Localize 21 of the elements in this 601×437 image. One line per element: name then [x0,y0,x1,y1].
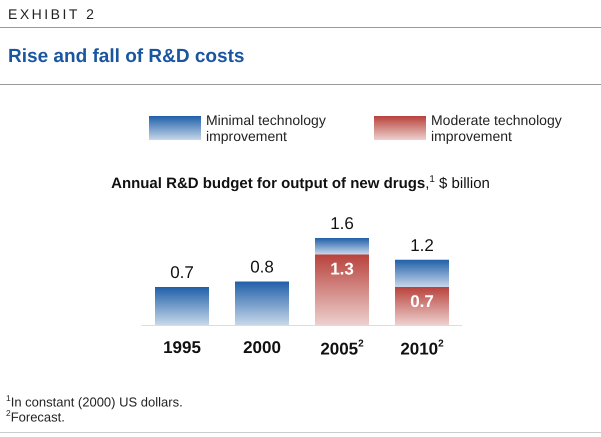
bar [395,286,449,325]
total-label: 0.7 [170,262,194,282]
legend-label: Minimal technology improvement [206,112,330,144]
total-label: 0.8 [250,258,274,276]
legend-label: Moderate technology improvement [431,112,566,144]
data-label: 0.7 [410,292,434,311]
bar [315,254,369,325]
chart-title: Rise and fall of R&D costs [8,46,244,68]
x-tick-label: 1995 [163,338,201,357]
text: $^{1}$In constant (2000) US dollars. [6,393,183,410]
text: $^{2}$Forecast. [6,408,65,424]
bar [235,282,289,325]
bar [315,238,369,254]
bar [155,286,209,325]
total-label: 1.2 [410,236,434,255]
x-tick-label: 2000 [243,338,281,357]
data-label: 1.3 [330,259,354,278]
chart-subtitle: Annual R&D budget for output of new drugs,$^{1}$ $ billion [110,174,491,192]
bar [395,260,449,287]
total-label: 1.6 [330,214,354,233]
text: EXHIBIT 2 [8,6,96,22]
